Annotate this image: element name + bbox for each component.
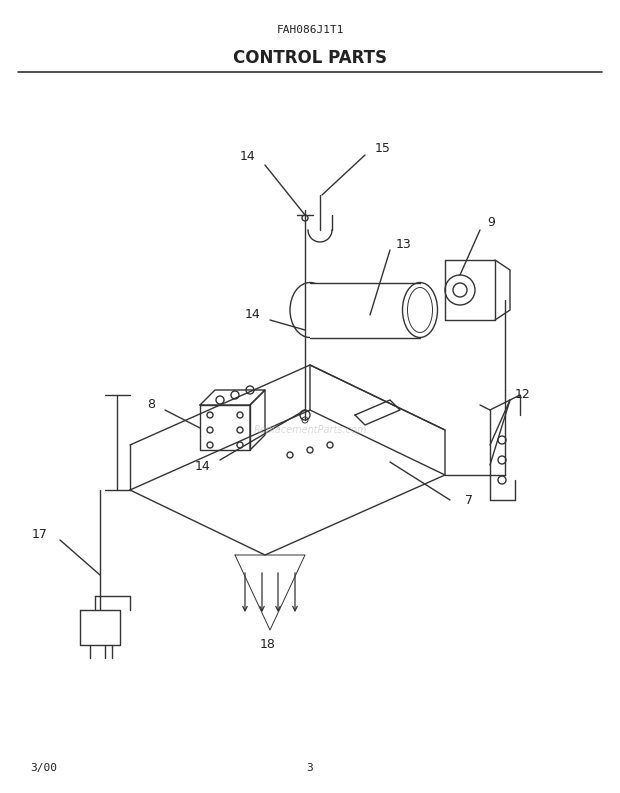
Text: 14: 14 (239, 151, 255, 163)
Ellipse shape (407, 288, 433, 332)
Text: 8: 8 (147, 399, 155, 412)
Bar (310, 282, 420, 338)
Text: 18: 18 (260, 638, 276, 652)
Ellipse shape (290, 282, 330, 338)
Text: 17: 17 (32, 527, 48, 541)
Ellipse shape (402, 282, 438, 338)
Text: 3: 3 (307, 763, 313, 773)
Text: 14: 14 (244, 308, 260, 321)
Text: 13: 13 (396, 237, 412, 251)
Text: 15: 15 (375, 141, 391, 155)
Text: FAH086J1T1: FAH086J1T1 (277, 25, 343, 35)
Text: 9: 9 (487, 216, 495, 228)
Text: 3/00: 3/00 (30, 763, 57, 773)
Text: CONTROL PARTS: CONTROL PARTS (233, 49, 387, 67)
Text: 12: 12 (515, 389, 531, 401)
Text: ReplacementParts.com: ReplacementParts.com (253, 425, 367, 435)
Text: 7: 7 (465, 493, 473, 507)
Text: 14: 14 (194, 461, 210, 473)
